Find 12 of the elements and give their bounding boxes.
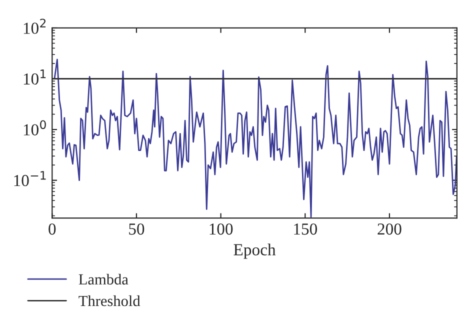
x-tick-label: 150	[294, 223, 317, 235]
legend-label: Lambda	[78, 274, 128, 285]
x-tick-label: 200	[378, 223, 402, 235]
y-tick-label: 10$^{1}$	[24, 70, 46, 85]
y-tick-label: 10$^{−1}$	[14, 171, 46, 186]
x-axis-title: Epoch	[234, 244, 276, 259]
x-tick-label: 0	[48, 223, 56, 235]
x-tick-label: 100	[210, 223, 233, 235]
legend-label: Threshold	[78, 295, 140, 306]
y-tick-label: 10$^{2}$	[24, 18, 46, 34]
x-tick-label: 50	[129, 223, 144, 235]
y-tick-label: 10$^{0}$	[24, 120, 46, 136]
